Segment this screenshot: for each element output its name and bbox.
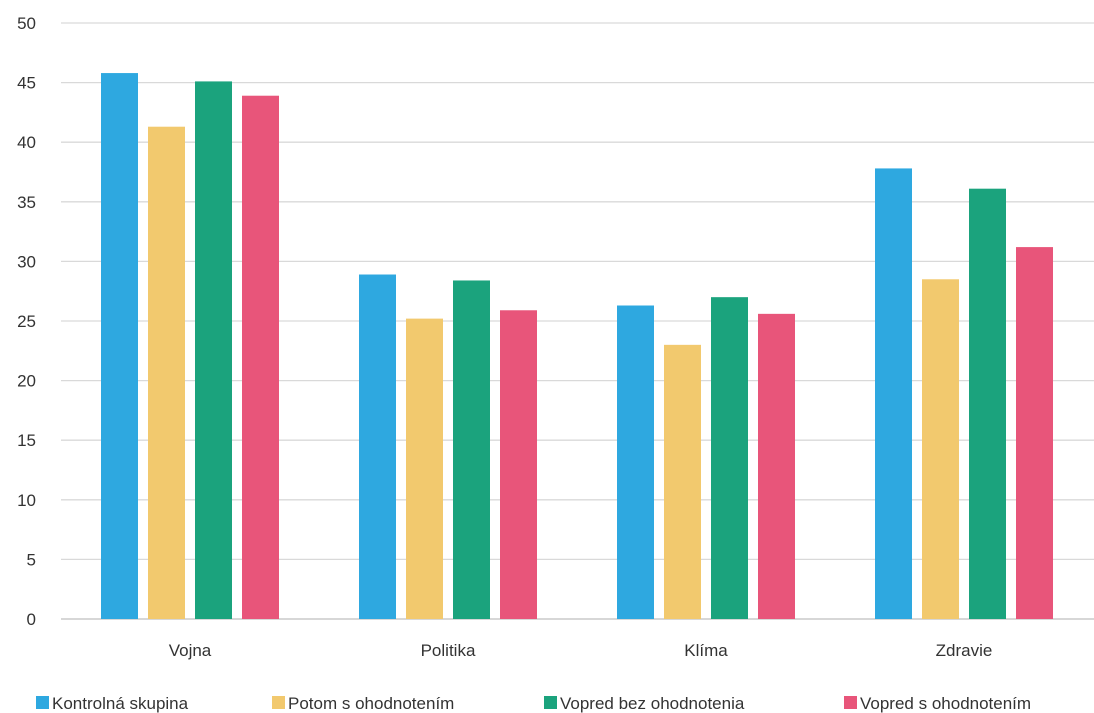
bar-politika-series-1 [359,274,396,619]
x-category-label: Politika [421,641,476,660]
y-tick-label: 10 [17,491,36,510]
y-tick-label: 15 [17,431,36,450]
bars [101,73,1053,620]
legend-swatch [844,696,857,709]
x-category-label: Vojna [169,641,212,660]
y-tick-label: 5 [27,550,36,569]
bar-zdravie-series-1 [875,168,912,619]
bar-zdravie-series-3 [969,188,1006,620]
legend-swatch [544,696,557,709]
bar-vojna-series-3 [195,81,232,619]
legend-label: Vopred bez ohodnotenia [560,694,745,713]
x-category-label: Klíma [684,641,728,660]
bar-vojna-series-2 [148,126,185,619]
bar-klíma-series-2 [664,344,701,619]
bar-klíma-series-4 [758,313,795,619]
bar-politika-series-4 [500,310,537,619]
y-tick-label: 45 [17,74,36,93]
bar-klíma-series-3 [711,297,748,619]
y-tick-label: 25 [17,312,36,331]
legend: Kontrolná skupina Potom s ohodnotením Vopr… [36,694,1031,713]
legend-swatch [272,696,285,709]
y-tick-label: 0 [27,610,36,629]
bar-klíma-series-1 [617,305,654,619]
bar-politika-series-2 [406,318,443,619]
bar-zdravie-series-2 [922,279,959,619]
legend-label: Kontrolná skupina [52,694,189,713]
y-tick-label: 40 [17,133,36,152]
y-tick-label: 30 [17,252,36,271]
bar-vojna-series-4 [242,95,279,620]
bar-vojna-series-1 [101,73,138,619]
y-tick-label: 50 [17,14,36,33]
y-axis-ticks: 0 5 10 15 20 25 30 35 40 45 50 [17,14,36,629]
x-category-label: Zdravie [936,641,993,660]
bar-zdravie-series-4 [1016,247,1053,619]
gridlines [61,22,1094,620]
legend-swatch [36,696,49,709]
legend-label: Potom s ohodnotením [288,694,454,713]
y-tick-label: 35 [17,193,36,212]
bar-politika-series-3 [453,280,490,619]
x-axis-labels: Vojna Politika Klíma Zdravie [169,641,993,660]
y-tick-label: 20 [17,372,36,391]
legend-label: Vopred s ohodnotením [860,694,1031,713]
